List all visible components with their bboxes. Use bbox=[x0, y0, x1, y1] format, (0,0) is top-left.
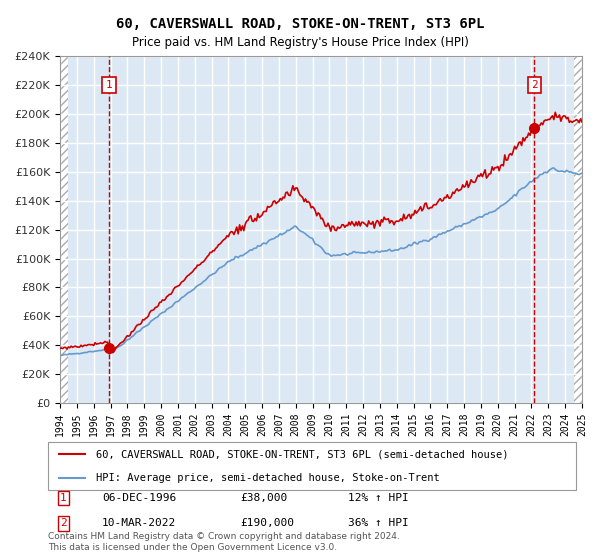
Bar bbox=[60, 56, 68, 403]
Text: 10-MAR-2022: 10-MAR-2022 bbox=[102, 519, 176, 529]
Text: £38,000: £38,000 bbox=[240, 493, 287, 503]
Text: 06-DEC-1996: 06-DEC-1996 bbox=[102, 493, 176, 503]
Text: 60, CAVERSWALL ROAD, STOKE-ON-TRENT, ST3 6PL (semi-detached house): 60, CAVERSWALL ROAD, STOKE-ON-TRENT, ST3… bbox=[95, 449, 508, 459]
Text: 2: 2 bbox=[60, 519, 67, 529]
Text: 1: 1 bbox=[106, 80, 112, 90]
Bar bbox=[574, 56, 582, 403]
Text: 12% ↑ HPI: 12% ↑ HPI bbox=[348, 493, 409, 503]
Text: 1: 1 bbox=[60, 493, 67, 503]
Text: £190,000: £190,000 bbox=[240, 519, 294, 529]
Text: 36% ↑ HPI: 36% ↑ HPI bbox=[348, 519, 409, 529]
Text: Price paid vs. HM Land Registry's House Price Index (HPI): Price paid vs. HM Land Registry's House … bbox=[131, 36, 469, 49]
FancyBboxPatch shape bbox=[48, 442, 576, 490]
Text: 2: 2 bbox=[531, 80, 538, 90]
Text: HPI: Average price, semi-detached house, Stoke-on-Trent: HPI: Average price, semi-detached house,… bbox=[95, 473, 439, 483]
Text: 60, CAVERSWALL ROAD, STOKE-ON-TRENT, ST3 6PL: 60, CAVERSWALL ROAD, STOKE-ON-TRENT, ST3… bbox=[116, 17, 484, 31]
Text: Contains HM Land Registry data © Crown copyright and database right 2024.
This d: Contains HM Land Registry data © Crown c… bbox=[48, 532, 400, 552]
